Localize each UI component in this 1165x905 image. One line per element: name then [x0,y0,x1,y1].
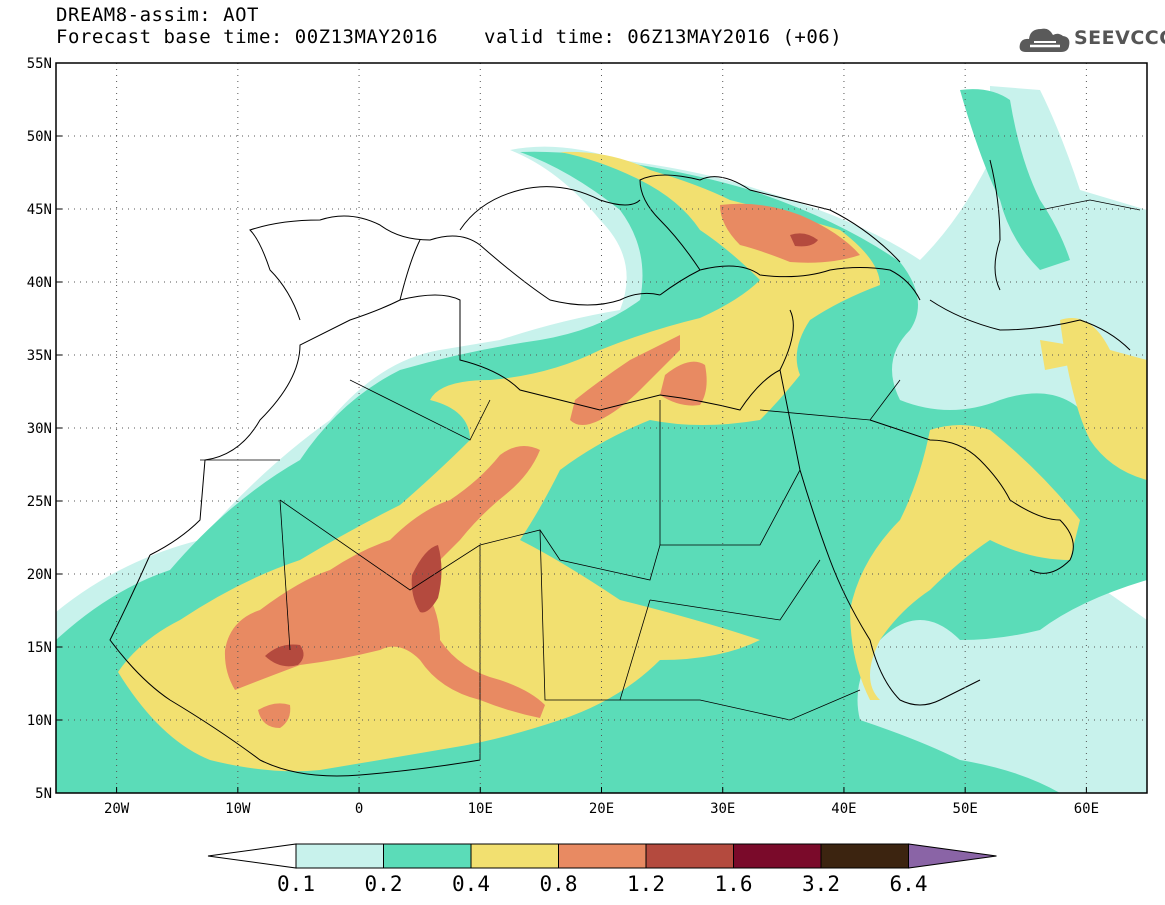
valid-time: valid time: 06Z13MAY2016 (+06) [484,26,843,48]
lat-tick-labels: 5N 10N 15N 20N 25N 30N 35N 40N 45N 50N 55N [27,56,62,802]
lat-tick-label: 25N [27,494,52,510]
colorbar-segment [558,843,647,869]
colorbar-label: 0.1 [277,872,315,896]
borders [200,199,1141,760]
lon-tick-label: 10W [225,801,251,817]
colorbar-segment [383,843,472,869]
colorbar-label: 1.2 [627,872,665,896]
lat-tick-label: 35N [27,348,52,364]
lon-tick-labels: 20W 10W 0 10E 20E 30E 40E 50E 60E [104,787,1099,817]
colorbar-label: 0.2 [365,872,403,896]
aot-1.2-1.6 [265,233,818,667]
colorbar-segment [645,843,734,869]
lat-tick-label: 10N [27,713,52,729]
lat-tick-label: 30N [27,421,52,437]
lat-tick-label: 40N [27,275,52,291]
seevccc-logo: SEEVCCC [1018,22,1165,58]
lon-tick-label: 60E [1074,801,1099,817]
lat-tick-label: 20N [27,567,52,583]
colorbar-low-arrow [207,843,297,869]
colorbar-label: 0.4 [452,872,490,896]
aot-0.8-1.2 [224,203,860,728]
lat-tick-label: 50N [27,129,52,145]
lon-tick-label: 20W [104,801,130,817]
colorbar-segment [295,843,384,869]
coastlines [109,159,1131,777]
lat-tick-label: 15N [27,640,52,656]
logo-text: SEEVCCC [1074,27,1165,49]
aot-colorbar: 0.1 0.2 0.4 0.8 1.2 1.6 3.2 6.4 [207,843,997,896]
lon-tick-label: 30E [710,801,735,817]
colorbar-segment [733,843,822,869]
colorbar-label: 1.6 [715,872,753,896]
map-title: DREAM8-assim: AOT [56,4,259,26]
lat-tick-label: 5N [35,786,52,802]
colorbar-segment [820,843,909,869]
aot-fill-layer [56,63,1147,793]
cloud-icon [1019,28,1070,52]
lon-tick-label: 50E [953,801,978,817]
colorbar-segment [470,843,559,869]
lon-tick-label: 0 [355,801,363,817]
lat-tick-label: 45N [27,202,52,218]
colorbar-label: 3.2 [802,872,840,896]
lon-tick-label: 20E [589,801,614,817]
lon-tick-label: 10E [468,801,493,817]
lon-tick-label: 40E [831,801,856,817]
lat-tick-label: 55N [27,56,52,72]
colorbar-high-arrow [908,843,997,869]
colorbar-label: 6.4 [890,872,928,896]
colorbar-label: 0.8 [540,872,578,896]
forecast-base-time: Forecast base time: 00Z13MAY2016 [56,26,439,48]
